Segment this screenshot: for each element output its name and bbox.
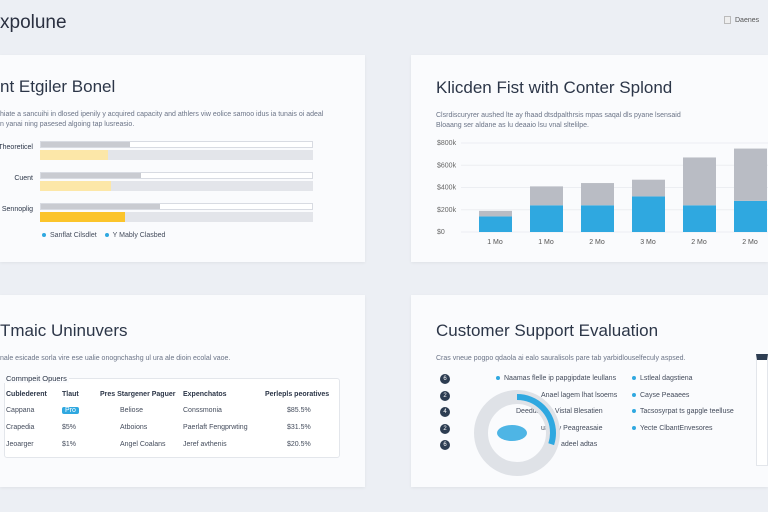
- app-title: xpolune: [0, 12, 67, 33]
- donut-chart: [474, 390, 560, 476]
- bar-segment: [530, 186, 563, 206]
- step-number: 2: [440, 423, 450, 434]
- column-header: Perlepls peoratives: [265, 391, 330, 398]
- row-label: Cuent: [14, 175, 33, 182]
- step-number: 4: [440, 407, 450, 417]
- table-cell: $5%: [62, 424, 77, 431]
- y-tick-label: $0: [437, 229, 445, 236]
- card-desc: hiate a sancuihi in dlosed ipenily y acq…: [0, 111, 324, 128]
- x-tick-label: 1 Mo: [487, 239, 503, 246]
- group-label: Commpeit Opuers: [4, 374, 69, 383]
- bar-segment: [581, 205, 614, 232]
- table-cell: Paerlaft Fengprwting: [183, 424, 248, 431]
- card-title: nt Etgiler Bonel: [0, 77, 116, 96]
- bar-segment: [581, 183, 614, 206]
- table-cell: Jeref avthenis: [183, 441, 227, 448]
- card-title: Klicden Fist with Conter Splond: [436, 78, 673, 97]
- card-bar-comparison: nt Etgiler Bonel hiate a sancuihi in dlo…: [0, 55, 365, 262]
- table-cell: Pro: [62, 407, 79, 414]
- table-cell: $85.5%: [287, 407, 311, 414]
- y-tick-label: $800k: [437, 140, 457, 147]
- yellow-bar: [40, 150, 313, 160]
- list-item: Anael lagem lhat lsoems: [541, 391, 618, 399]
- table-cell: $20.5%: [287, 441, 311, 448]
- card-desc: Clsrdiscuryrer aushed lte ay fhaad dtsdp…: [436, 112, 681, 129]
- legend-item: Y Mably Clasbed: [112, 232, 166, 239]
- column-header: Tlaut: [62, 391, 79, 398]
- card-support-evaluation: Customer Support Evaluation Cras vneue p…: [411, 295, 768, 487]
- card-stacked-chart: Klicden Fist with Conter Splond Clsrdisc…: [411, 55, 768, 262]
- gray-bar: [40, 141, 313, 148]
- table-cell: Beliose: [120, 407, 143, 414]
- table-cell: $31.5%: [287, 424, 311, 431]
- row-label: Theoreticel: [0, 144, 33, 151]
- bar-segment: [479, 210, 512, 217]
- list-item: Deeduse xx Vistal Blesatien: [516, 408, 603, 415]
- table-cell: $1%: [62, 441, 77, 448]
- card-title: Tmaic Uninuvers: [0, 321, 128, 340]
- card-desc: Cras vneue pogpo qdaola ai ealo sauralis…: [436, 355, 686, 362]
- donut-value: [478, 394, 556, 472]
- gray-bar: [40, 203, 313, 210]
- bar-segment: [479, 216, 512, 232]
- card-title: Customer Support Evaluation: [436, 321, 659, 340]
- table-cell: Cappana: [6, 407, 35, 414]
- list-item: utsgl y Peagreasaie: [541, 424, 603, 432]
- y-tick-label: $200k: [437, 207, 457, 214]
- table-cell: Conssmonia: [183, 407, 222, 414]
- bar-segment: [734, 148, 767, 201]
- table-cell: Angel Coalans: [120, 441, 166, 448]
- column-header: Expenchatos: [183, 391, 227, 398]
- yellow-bar: [40, 212, 313, 222]
- card-desc: nale esicade sorla vire ese ualie onognc…: [0, 355, 231, 362]
- card-table: Tmaic Uninuvers nale esicade sorla vire …: [0, 295, 365, 487]
- legend: Sanflat Cilsdlet Y Mably Clasbed: [42, 232, 165, 239]
- stacked-bar-chart: $800k $600k $400k $200k $0 1 Mo 1 Mo 2 Mo 3 Mo 2 …: [437, 140, 768, 246]
- bar-segment: [734, 200, 767, 232]
- table-cell: Jeoarger: [6, 441, 34, 448]
- bar-segment: [683, 157, 716, 206]
- bar-segment: [632, 196, 665, 232]
- legend-item: Sanflat Cilsdlet: [50, 232, 97, 239]
- bar-segment: [530, 205, 563, 232]
- bar-segment: [632, 179, 665, 197]
- step-number: 2: [440, 390, 450, 401]
- list-item: Naamas flelle ip papgipdate leullans: [496, 375, 616, 382]
- x-tick-label: 3 Mo: [640, 239, 656, 246]
- step-number: 6: [440, 374, 450, 384]
- bar-segment: [683, 205, 716, 232]
- x-tick-label: 2 Mo: [742, 239, 758, 246]
- table-cell: Atboions: [120, 424, 148, 431]
- column-header: Cublederent: [6, 391, 47, 398]
- table-cell: Crapedia: [6, 424, 35, 431]
- step-number: 6: [440, 440, 450, 450]
- y-tick-label: $600k: [437, 162, 457, 169]
- gray-bar: [40, 172, 313, 179]
- list-item: Lstleal dagstiena: [632, 375, 693, 382]
- list-item: adeel adtas: [561, 441, 598, 448]
- side-panel[interactable]: [756, 354, 768, 466]
- yellow-bar: [40, 181, 313, 191]
- x-tick-label: 2 Mo: [691, 239, 707, 246]
- header-button[interactable]: Daenes: [724, 16, 759, 24]
- y-tick-label: $400k: [437, 185, 457, 192]
- document-icon: [724, 16, 731, 24]
- x-tick-label: 1 Mo: [538, 239, 554, 246]
- row-label: Sennoplig: [1, 206, 33, 213]
- x-tick-label: 2 Mo: [589, 239, 605, 246]
- column-header: Pres Stargener Paguer: [100, 391, 176, 398]
- list-item: Yecte ClbantEnvesores: [632, 425, 713, 432]
- list-item: Cayse Peaaees: [632, 392, 689, 399]
- table-group: [4, 378, 340, 458]
- list-item: Tacsosyrpat ts gapgle teelluse: [632, 408, 734, 415]
- donut-highlight: [497, 425, 527, 441]
